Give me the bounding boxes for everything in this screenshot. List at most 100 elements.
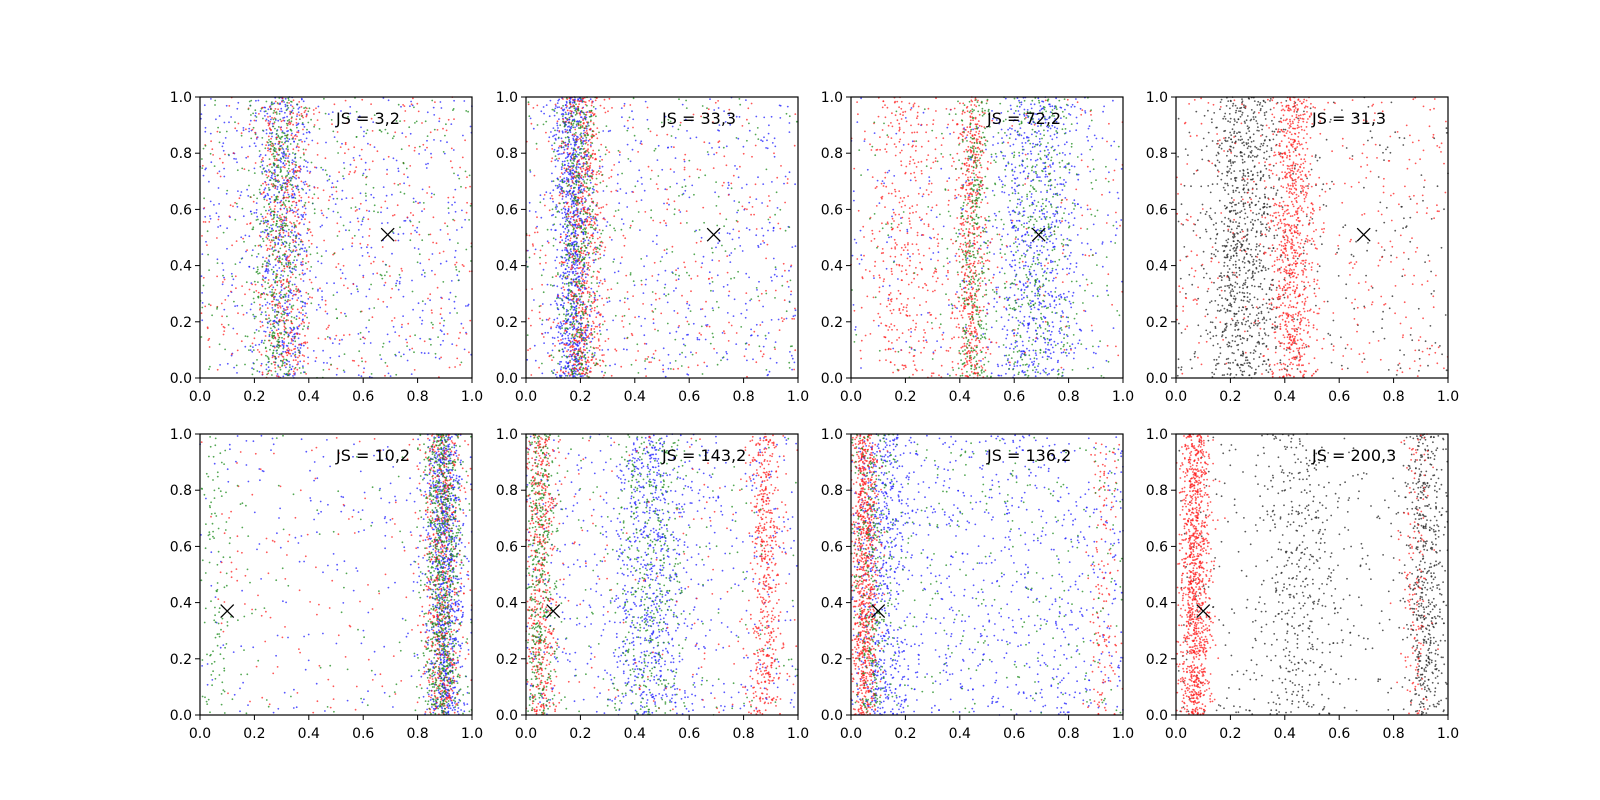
scatter-point — [285, 127, 288, 129]
scatter-point — [588, 212, 591, 215]
scatter-point — [363, 130, 365, 133]
scatter-point — [765, 257, 767, 260]
scatter-point — [365, 183, 368, 186]
scatter-point — [275, 132, 278, 135]
scatter-point — [299, 118, 301, 121]
scatter-point — [267, 183, 270, 186]
scatter-point — [292, 359, 295, 362]
scatter-point — [686, 130, 688, 132]
scatter-point — [305, 262, 307, 265]
scatter-point — [662, 370, 665, 373]
scatter-point — [266, 261, 268, 264]
scatter-point — [278, 320, 281, 323]
scatter-point — [271, 166, 273, 169]
scatter-point — [248, 123, 251, 126]
scatter-point — [359, 338, 362, 340]
scatter-point — [286, 300, 289, 303]
scatter-point — [593, 113, 596, 115]
scatter-point — [711, 277, 713, 279]
scatter-point — [730, 182, 733, 185]
scatter-point — [215, 212, 218, 215]
scatter-point — [258, 150, 261, 152]
scatter-point — [607, 130, 610, 133]
scatter-point — [596, 332, 599, 335]
scatter-point — [261, 278, 264, 281]
scatter-point — [455, 266, 457, 268]
scatter-point — [569, 315, 571, 318]
scatter-point — [351, 242, 354, 245]
scatter-point — [258, 188, 261, 191]
scatter-point — [462, 265, 465, 267]
scatter-point — [404, 110, 407, 112]
scatter-point — [429, 299, 431, 302]
scatter-point — [271, 345, 274, 348]
scatter-point — [301, 140, 303, 143]
scatter-point — [275, 198, 278, 201]
scatter-point — [244, 293, 246, 296]
scatter-point — [593, 309, 596, 312]
scatter-point — [305, 255, 308, 258]
scatter-point — [336, 291, 338, 294]
scatter-point — [357, 333, 360, 335]
scatter-point — [281, 339, 284, 342]
scatter-point — [558, 262, 561, 264]
scatter-point — [240, 134, 243, 137]
scatter-point — [770, 319, 773, 321]
scatter-point — [733, 298, 736, 301]
scatter-point — [556, 122, 558, 125]
scatter-point — [574, 128, 577, 131]
scatter-point — [236, 349, 239, 352]
scatter-point — [555, 229, 557, 232]
scatter-point — [590, 104, 593, 107]
scatter-point — [549, 303, 552, 306]
scatter-point — [533, 299, 535, 301]
scatter-point — [271, 288, 274, 291]
scatter-point — [269, 132, 271, 135]
scatter-point — [725, 145, 728, 148]
scatter-point — [266, 270, 269, 273]
scatter-point — [751, 206, 754, 208]
scatter-point — [290, 355, 293, 357]
scatter-point — [589, 341, 591, 344]
scatter-point — [563, 167, 566, 170]
scatter-point — [278, 341, 280, 344]
scatter-point — [358, 154, 361, 157]
scatter-point — [587, 232, 589, 235]
scatter-point — [240, 191, 243, 193]
scatter-point — [300, 342, 303, 345]
scatter-point — [593, 261, 595, 264]
scatter-point — [554, 103, 557, 106]
scatter-point — [291, 229, 293, 232]
scatter-point — [276, 102, 279, 104]
scatter-point — [291, 267, 294, 270]
scatter-point — [293, 316, 296, 319]
scatter-point — [225, 192, 228, 195]
scatter-point — [664, 188, 667, 191]
scatter-point — [551, 349, 554, 352]
scatter-point — [533, 174, 536, 177]
scatter-point — [306, 227, 309, 230]
scatter-point — [272, 217, 275, 220]
scatter-point — [540, 216, 543, 219]
scatter-point — [335, 266, 338, 269]
scatter-point — [272, 266, 275, 268]
scatter-point — [791, 368, 793, 371]
scatter-point — [279, 118, 282, 121]
scatter-point — [708, 282, 711, 285]
scatter-point — [343, 371, 346, 373]
scatter-point — [301, 319, 304, 321]
scatter-point — [280, 286, 283, 288]
scatter-point — [575, 253, 578, 256]
scatter-point — [469, 319, 472, 322]
scatter-point — [686, 373, 689, 375]
scatter-point — [241, 304, 244, 307]
scatter-point — [294, 340, 297, 343]
scatter-point — [561, 249, 564, 252]
scatter-point — [264, 281, 266, 283]
scatter-point — [288, 206, 291, 209]
scatter-point — [673, 290, 675, 292]
scatter-point — [593, 301, 595, 303]
scatter-point — [291, 163, 294, 165]
scatter-point — [686, 320, 689, 323]
scatter-point — [304, 207, 307, 210]
